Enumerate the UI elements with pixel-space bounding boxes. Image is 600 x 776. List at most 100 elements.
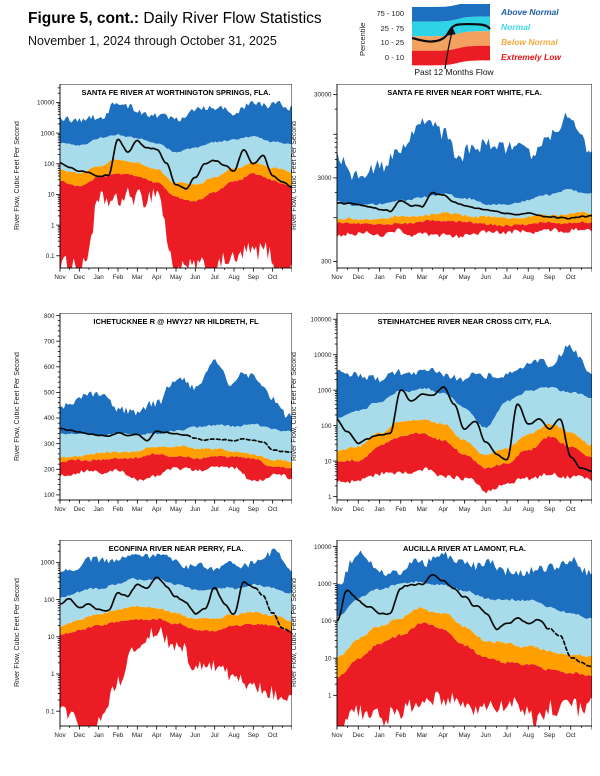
- chart-title: SANTA FE RIVER NEAR FORT WHITE, FLA.: [387, 88, 542, 97]
- x-month-label: Aug: [523, 274, 535, 281]
- flow-line: [186, 434, 292, 454]
- x-month-label: Jan: [94, 732, 105, 739]
- x-month-label: Mar: [417, 274, 428, 281]
- y-tick-label: 10000: [314, 352, 332, 359]
- x-month-label: Apr: [152, 506, 162, 513]
- x-month-label: Mar: [417, 732, 428, 739]
- x-month-label: Nov: [54, 506, 66, 513]
- x-month-label: Feb: [395, 732, 406, 739]
- x-month-label: Jan: [94, 274, 105, 281]
- x-month-label: Sep: [248, 506, 260, 513]
- y-tick-label: 1: [51, 671, 55, 678]
- x-month-label: Jun: [481, 274, 492, 281]
- y-tick-label: 10: [47, 192, 55, 199]
- x-month-label: May: [170, 506, 183, 513]
- legend-label-above-normal: Above Normal: [501, 7, 559, 17]
- y-tick-label: 3000: [317, 175, 332, 182]
- legend-range-0-10: 0 - 10: [384, 53, 404, 62]
- y-tick-label: 10: [47, 634, 55, 641]
- y-tick-label: 1: [328, 693, 332, 700]
- legend-percentile-bands-graphic: [412, 4, 491, 70]
- x-month-label: Dec: [74, 274, 85, 281]
- band-above-normal: [60, 359, 292, 437]
- y-tick-label: 0.1: [46, 708, 55, 715]
- y-tick-label: 1000: [40, 560, 55, 567]
- x-month-label: Apr: [438, 732, 448, 739]
- x-month-label: Nov: [331, 274, 343, 281]
- y-tick-label: 1000: [317, 581, 332, 588]
- band-normal: [337, 581, 592, 659]
- y-tick-label: 0.1: [46, 253, 55, 260]
- band-extremely-low: [337, 432, 592, 494]
- x-month-label: Apr: [438, 506, 448, 513]
- band-extremely-low: [337, 622, 592, 726]
- x-month-label: Jul: [503, 732, 511, 739]
- y-tick-label: 10: [324, 458, 332, 465]
- x-month-label: Sep: [248, 274, 260, 281]
- chart-svg: 0.1 1 10 100 1000 10000 Nov Dec Jan Feb Mar Apr May J…: [37, 83, 293, 281]
- band-below-normal: [60, 605, 292, 635]
- x-month-label: Nov: [331, 506, 343, 513]
- x-month-label: Nov: [54, 732, 66, 739]
- legend-band-0: [412, 4, 490, 22]
- chart-panel-ichetucknee: 100 200 300 400 500 600 700 800 Nov Dec Jan Feb Mar A…: [16, 312, 293, 524]
- legend-label-below-normal: Below Normal: [501, 37, 558, 47]
- x-month-label: Jun: [481, 506, 492, 513]
- band-below-normal: [337, 419, 592, 469]
- chart-svg: 1 10 100 1000 10000 100000 Nov Dec Jan Feb Mar Apr M…: [310, 312, 593, 513]
- legend-band-1: [412, 16, 490, 37]
- x-month-label: May: [459, 506, 472, 513]
- x-month-label: Oct: [566, 506, 576, 513]
- y-tick-label: 100: [44, 492, 55, 499]
- chart-panel-santa-fe-fort-white: 3000 30000 300 Nov Dec Jan Feb Mar Apr May Jun Jul A…: [293, 83, 593, 292]
- flow-line: [545, 626, 592, 669]
- band-below-normal: [337, 211, 592, 227]
- y-axis-label: River Flow, Cubic Feet Per Second: [14, 578, 21, 688]
- legend-label-normal: Normal: [501, 22, 531, 32]
- y-tick-label: 1000: [317, 387, 332, 394]
- y-tick-label: 10: [324, 655, 332, 662]
- y-tick-label: 30000: [314, 92, 332, 99]
- x-month-label: Feb: [395, 506, 406, 513]
- y-tick-label: 1: [51, 222, 55, 229]
- flow-line: [60, 138, 292, 190]
- y-tick-label: 800: [44, 313, 55, 320]
- band-normal: [60, 578, 292, 628]
- band-extremely-low: [60, 618, 292, 726]
- y-tick-label: 300: [321, 259, 332, 266]
- x-month-label: Sep: [248, 732, 260, 739]
- x-month-label: Feb: [395, 274, 406, 281]
- x-month-label: Mar: [132, 506, 143, 513]
- flow-line: [60, 427, 189, 442]
- y-axis-label: River Flow, Cubic Feet Per Second: [291, 578, 298, 688]
- y-tick-label: 100000: [310, 316, 332, 323]
- band-above-normal: [337, 550, 592, 619]
- x-month-label: Jun: [190, 274, 201, 281]
- legend-band-2: [412, 31, 490, 51]
- flow-line: [254, 587, 292, 634]
- y-tick-label: 10000: [314, 544, 332, 551]
- x-month-label: Jul: [211, 732, 219, 739]
- flow-line: [337, 191, 592, 220]
- y-tick-label: 100: [321, 423, 332, 430]
- y-tick-label: 200: [44, 466, 55, 473]
- x-month-label: Apr: [152, 732, 162, 739]
- legend-band-3: [412, 45, 490, 66]
- x-month-label: Feb: [113, 506, 124, 513]
- x-month-label: Feb: [113, 274, 124, 281]
- band-below-normal: [60, 445, 292, 469]
- x-month-label: Dec: [353, 274, 364, 281]
- x-month-label: Dec: [353, 506, 364, 513]
- legend-flow-arrowhead: [447, 26, 456, 36]
- flow-line: [337, 574, 547, 631]
- x-month-label: Aug: [523, 732, 535, 739]
- x-month-label: Oct: [566, 732, 576, 739]
- x-month-label: Sep: [544, 506, 556, 513]
- x-month-label: Jul: [211, 506, 219, 513]
- y-tick-label: 1000: [40, 130, 55, 137]
- x-month-label: Jul: [503, 506, 511, 513]
- y-tick-label: 100: [321, 618, 332, 625]
- x-month-label: Dec: [74, 506, 85, 513]
- legend-range-10-25: 10 - 25: [380, 38, 404, 47]
